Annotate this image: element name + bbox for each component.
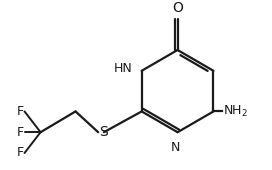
Text: O: O bbox=[172, 1, 183, 15]
Text: N: N bbox=[171, 141, 180, 154]
Text: F: F bbox=[17, 147, 24, 159]
Text: HN: HN bbox=[113, 62, 132, 75]
Text: NH$_2$: NH$_2$ bbox=[223, 104, 248, 119]
Text: S: S bbox=[100, 125, 108, 139]
Text: F: F bbox=[17, 126, 24, 139]
Text: F: F bbox=[17, 105, 24, 118]
